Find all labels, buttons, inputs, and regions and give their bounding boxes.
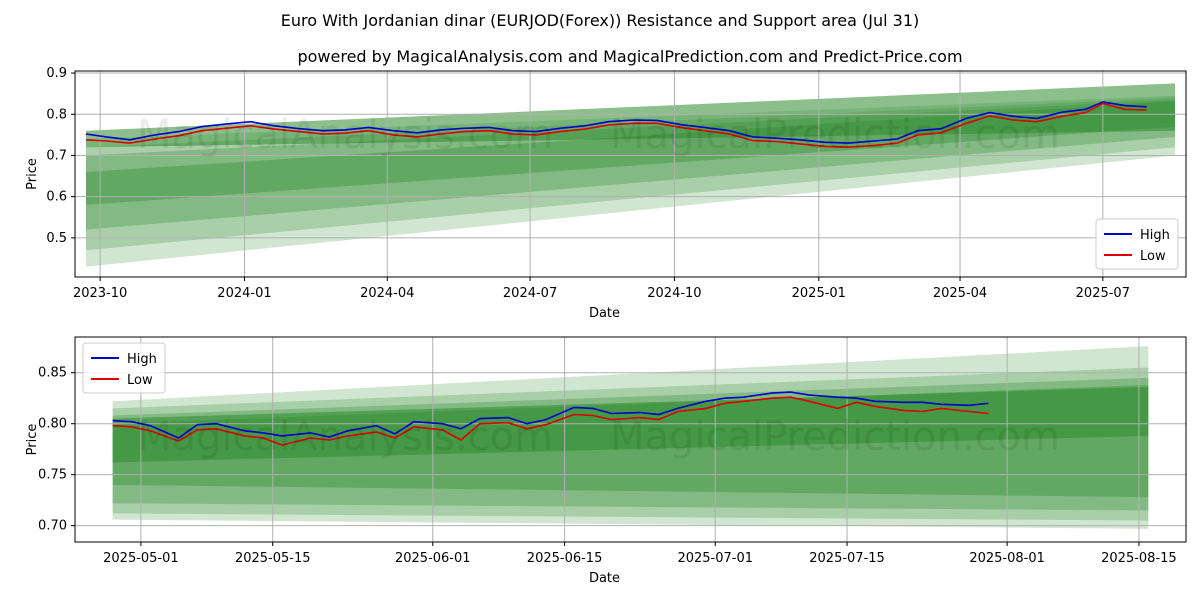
x-tick-label: 2024-01 <box>217 286 271 301</box>
support-resistance-band <box>112 386 1149 463</box>
legend-box <box>82 342 166 394</box>
chart-subtitle: powered by MagicalAnalysis.com and Magic… <box>297 47 962 66</box>
y-tick-label: 0.75 <box>38 468 67 483</box>
y-tick-label: 0.5 <box>46 231 67 246</box>
x-tick-label: 2025-07 <box>1076 286 1130 301</box>
x-tick-label: 2025-05-01 <box>103 551 179 566</box>
x-tick-label: 2025-07-15 <box>809 551 885 566</box>
top-price-plot: MagicalAnalysis.com MagicalPrediction.com… <box>25 66 1187 321</box>
x-tick-label: 2025-08-01 <box>969 551 1045 566</box>
plot-frame <box>74 70 1187 278</box>
bottom-price-plot: MagicalAnalysis.com MagicalPrediction.com… <box>25 336 1187 586</box>
y-tick-label: 0.8 <box>46 107 67 122</box>
y-tick-label: 0.7 <box>46 148 67 163</box>
legend-label-low: Low <box>1140 249 1166 264</box>
plot-frame <box>74 336 1187 543</box>
y-tick-label: 0.70 <box>38 519 67 534</box>
x-axis-label: Date <box>589 306 620 321</box>
legend-label-high: High <box>127 352 157 367</box>
x-tick-label: 2025-05-15 <box>235 551 311 566</box>
x-tick-label: 2024-07 <box>503 286 557 301</box>
y-axis-label: Price <box>25 424 40 456</box>
high-price-line <box>112 391 989 439</box>
high-price-line <box>85 101 1147 144</box>
x-tick-label: 2025-06-01 <box>395 551 471 566</box>
x-axis-label: Date <box>589 571 620 586</box>
plot-area: MagicalAnalysis.com MagicalPrediction.com <box>75 337 1186 542</box>
x-tick-label: 2025-06-15 <box>527 551 603 566</box>
x-tick-label: 2025-07-01 <box>677 551 753 566</box>
x-tick-label: 2025-08-15 <box>1101 551 1177 566</box>
x-tick-label: 2024-04 <box>360 286 414 301</box>
watermark-text: MagicalAnalysis.com <box>137 414 553 460</box>
legend-box <box>1095 218 1179 270</box>
y-axis-label: Price <box>25 158 40 190</box>
y-tick-label: 0.9 <box>46 66 67 81</box>
low-price-line <box>85 102 1147 149</box>
legend-label-high: High <box>1140 228 1170 243</box>
chart-title: Euro With Jordanian dinar (EURJOD(Forex)… <box>281 11 920 30</box>
legend-label-low: Low <box>127 373 153 388</box>
plot-area: MagicalAnalysis.com MagicalPrediction.com <box>75 71 1186 277</box>
x-tick-label: 2023-10 <box>73 286 127 301</box>
x-tick-label: 2025-04 <box>933 286 987 301</box>
low-price-line <box>112 396 989 446</box>
y-tick-label: 0.85 <box>38 366 67 381</box>
watermark-text: MagicalAnalysis.com <box>137 112 553 158</box>
watermark-text: MagicalPrediction.com <box>610 112 1060 158</box>
x-tick-label: 2024-10 <box>647 286 701 301</box>
y-tick-label: 0.80 <box>38 417 67 432</box>
y-tick-label: 0.6 <box>46 190 67 205</box>
watermark-text: MagicalPrediction.com <box>610 414 1060 460</box>
x-tick-label: 2025-01 <box>792 286 846 301</box>
